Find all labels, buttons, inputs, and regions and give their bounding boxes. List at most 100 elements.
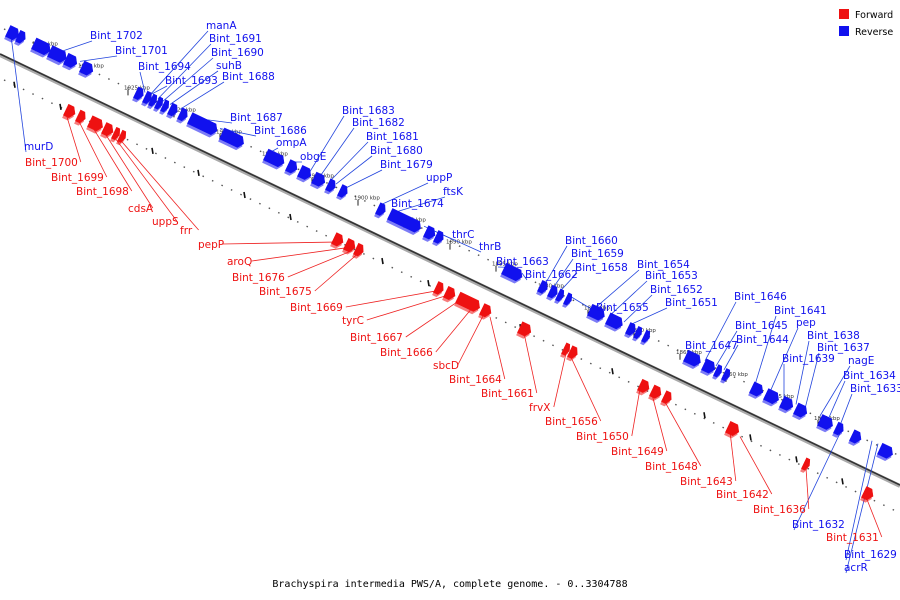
track-dash [749, 434, 752, 441]
reverse-gene [46, 45, 67, 66]
connector-layer [9, 27, 883, 574]
reverse-gene-label: Bint_1633 [850, 383, 900, 395]
forward-gene-connector [251, 247, 347, 262]
forward-gene [516, 321, 532, 339]
reverse-gene [374, 202, 386, 219]
reverse-gene-connector [839, 393, 853, 426]
forward-gene-label: sbcD [433, 360, 459, 372]
reverse-gene [432, 230, 444, 247]
reverse-gene-connector [157, 43, 212, 100]
legend-forward-swatch [839, 9, 849, 19]
forward-gene [330, 232, 344, 249]
genome-backbone [0, 53, 900, 488]
reverse-gene-connector [715, 330, 738, 367]
forward-gene-label: Bint_1648 [645, 461, 698, 473]
reverse-gene [284, 159, 298, 176]
reverse-gene-label: Bint_1639 [782, 353, 835, 365]
reverse-gene-connector [139, 71, 146, 93]
reverse-gene [546, 284, 558, 301]
tick-label: 1855 kbp [768, 394, 794, 400]
reverse-gene-label: Bint_1645 [735, 320, 788, 332]
forward-gene-connector [631, 388, 641, 437]
legend: Forward Reverse [839, 9, 893, 38]
track-dash [795, 456, 798, 463]
reverse-gene [296, 165, 312, 183]
reverse-gene-label: Bint_1679 [380, 159, 433, 171]
forward-gene-connector [739, 436, 773, 495]
track-dash [703, 412, 706, 419]
track-dash [197, 169, 200, 177]
forward-gene-label: Bint_1667 [350, 332, 403, 344]
reverse-gene [159, 99, 170, 115]
reverse-gene [78, 60, 94, 78]
reverse-gene-connector [559, 272, 578, 292]
reverse-gene-label: thrC [452, 229, 474, 241]
reverse-gene-connector [169, 70, 219, 105]
forward-gene [442, 285, 456, 303]
reverse-gene-label: Bint_1651 [665, 297, 718, 309]
tick-label: 1900 kbp [354, 196, 380, 202]
reverse-gene-connector [793, 426, 844, 531]
forward-gene-label: tyrC [342, 315, 364, 327]
legend-forward-label: Forward [855, 10, 893, 21]
reverse-gene-connector [544, 245, 568, 285]
forward-gene-label: Bint_1675 [259, 286, 312, 298]
forward-gene-connector [314, 253, 359, 292]
reverse-gene-connector [79, 55, 118, 62]
reverse-gene-label: Bint_1644 [736, 334, 789, 346]
reverse-gene [132, 86, 144, 103]
forward-gene-connector [345, 290, 437, 308]
reverse-gene-connector [149, 85, 168, 96]
reverse-gene-label: uppP [426, 172, 452, 184]
forward-gene-label: Bint_1636 [753, 504, 806, 516]
forward-gene-label: Bint_1676 [232, 272, 285, 284]
forward-gene [342, 238, 356, 255]
reverse-gene-connector [344, 169, 383, 189]
reverse-gene-label: Bint_1694 [138, 61, 191, 73]
reverse-gene-label: Bint_1654 [637, 259, 690, 271]
reverse-gene-connector [149, 30, 209, 96]
reverse-gene [153, 96, 164, 112]
reverse-gene-label: Bint_1652 [650, 284, 703, 296]
forward-gene-label: Bint_1631 [826, 532, 879, 544]
reverse-gene [500, 262, 523, 284]
label-layer: Bint_1702 Bint_1701 Bint_1694 Bint_1693 manA… [24, 20, 900, 574]
reverse-gene [640, 329, 651, 346]
forward-gene [110, 126, 121, 143]
forward-gene-label: Bint_1642 [716, 489, 769, 501]
genome-caption: Brachyspira intermedia PWS/A, complete g… [272, 579, 627, 590]
reverse-gene [712, 364, 723, 380]
tick-label: 1880 kbp [538, 284, 564, 290]
reverse-gene-label: ompA [276, 137, 307, 149]
forward-gene-connector [805, 468, 810, 510]
reverse-gene [4, 25, 20, 43]
reverse-gene-label: Bint_1638 [807, 330, 860, 342]
reverse-gene [324, 178, 336, 195]
forward-gene-connector [119, 139, 199, 231]
forward-gene [648, 384, 662, 402]
reverse-gene-label: Bint_1674 [391, 198, 444, 210]
reverse-gene-connector [179, 81, 225, 110]
reverse-gene-label: Bint_1688 [222, 71, 275, 83]
reverse-gene-connector [804, 352, 820, 409]
tick-label: 1860 kbp [722, 372, 748, 378]
forward-gene-label: Bint_1699 [51, 172, 104, 184]
reverse-gene [554, 288, 565, 305]
reverse-gene-label: Bint_1637 [817, 342, 870, 354]
reverse-gene-label: Bint_1658 [575, 262, 628, 274]
reverse-gene-label: Bint_1659 [571, 248, 624, 260]
forward-gene-connector [91, 125, 133, 192]
forward-gene-label: Bint_1643 [680, 476, 733, 488]
forward-gene-label: Bint_1666 [380, 347, 433, 359]
reverse-gene [792, 402, 808, 420]
reverse-gene [816, 414, 833, 433]
track-dash [151, 147, 154, 155]
reverse-gene [336, 184, 348, 201]
track-dash [289, 213, 292, 221]
reverse-gene-connector [795, 340, 810, 405]
reverse-gene [762, 388, 779, 407]
forward-gene-connector [103, 131, 154, 209]
forward-gene-label: frr [180, 225, 193, 237]
reverse-gene-label: acrR [844, 562, 868, 574]
reverse-gene [624, 322, 636, 339]
